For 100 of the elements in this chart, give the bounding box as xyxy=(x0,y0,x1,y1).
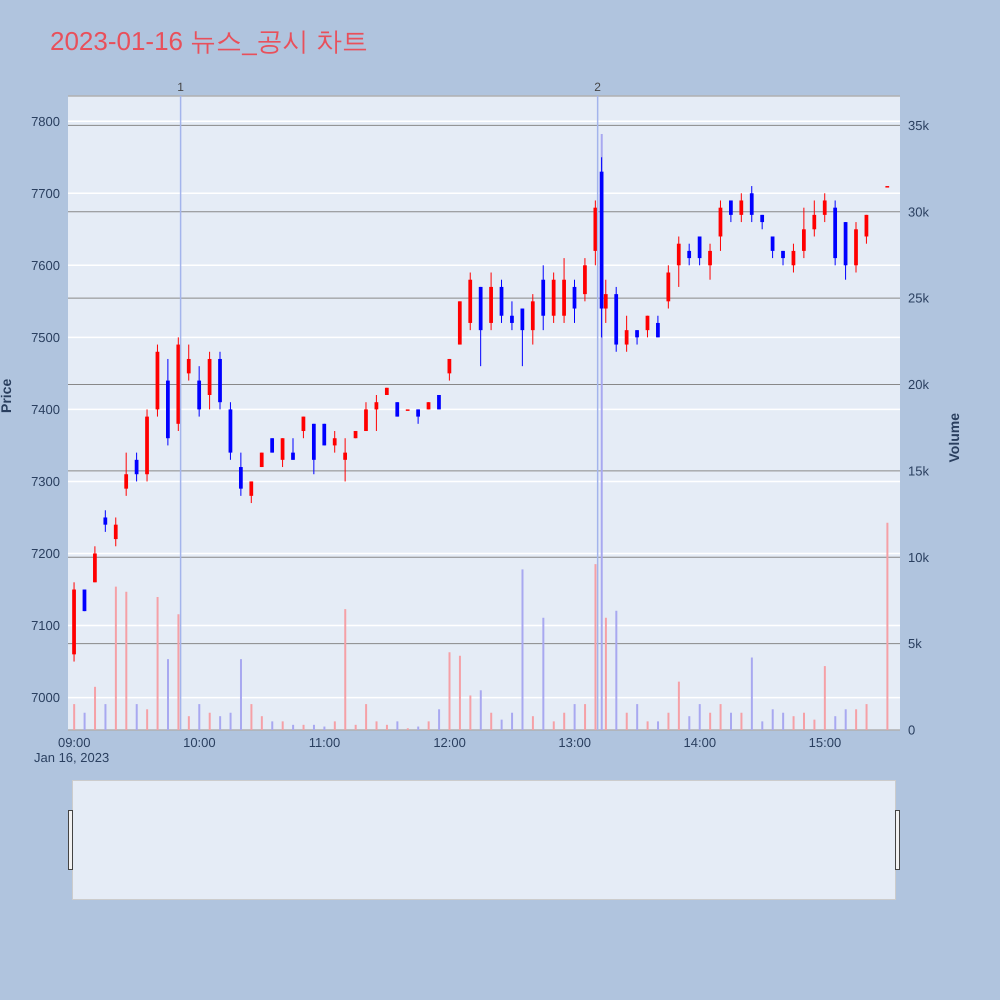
bar xyxy=(730,712,732,730)
candlestick xyxy=(698,236,702,266)
bar xyxy=(740,712,742,730)
bar xyxy=(688,716,690,730)
candlestick xyxy=(343,438,347,482)
candlestick xyxy=(134,452,138,482)
candlestick xyxy=(864,214,868,244)
bar xyxy=(219,716,222,730)
y2-tick-label: 10k xyxy=(908,550,930,565)
candlestick xyxy=(291,438,295,460)
bar xyxy=(104,704,106,730)
bar xyxy=(198,704,200,730)
bar xyxy=(626,712,628,730)
ref-line-label: 2 xyxy=(594,80,602,94)
candlestick xyxy=(82,589,86,612)
x-tick-label: 15:00 xyxy=(808,735,842,750)
bar xyxy=(292,724,294,730)
bar xyxy=(615,610,618,730)
candlestick xyxy=(635,330,639,346)
bar xyxy=(136,704,138,730)
bar xyxy=(84,712,86,730)
candlestick xyxy=(770,236,774,259)
bar xyxy=(386,724,388,730)
bar xyxy=(604,618,607,730)
y-tick-label: 7300 xyxy=(31,474,60,490)
bar xyxy=(761,721,764,730)
bar xyxy=(469,695,472,730)
bar xyxy=(114,586,117,730)
candlestick xyxy=(510,300,514,331)
y2-tick-label: 35k xyxy=(908,118,930,133)
y2-tick-label: 15k xyxy=(908,463,930,478)
bar xyxy=(594,564,596,730)
bar xyxy=(772,709,774,730)
bar xyxy=(844,709,847,730)
candlestick xyxy=(687,243,692,266)
candlestick xyxy=(364,402,368,432)
candlestick xyxy=(280,438,284,468)
bar xyxy=(886,522,888,730)
y-tick-label: 7200 xyxy=(31,546,60,562)
x-tick-label: 09:00 xyxy=(58,735,91,750)
y-axis-title: Price xyxy=(0,378,14,413)
candlestick xyxy=(448,358,452,382)
bar xyxy=(156,596,159,730)
bar xyxy=(302,724,305,730)
candlestick xyxy=(114,516,118,547)
bar xyxy=(146,709,148,730)
candlestick xyxy=(124,452,128,496)
bar xyxy=(125,592,128,730)
y-tick-label: 7100 xyxy=(31,618,60,634)
bar xyxy=(552,721,555,730)
bar xyxy=(312,724,315,730)
bar xyxy=(188,716,190,730)
candlestick xyxy=(416,408,420,424)
bar xyxy=(709,712,712,730)
candlestick xyxy=(374,394,378,432)
bar xyxy=(260,716,263,730)
bar xyxy=(271,721,274,730)
bar xyxy=(782,712,784,730)
bar xyxy=(855,709,858,730)
bar xyxy=(344,609,346,730)
x-tick-label: 12:00 xyxy=(433,735,466,750)
candlestick xyxy=(520,308,524,367)
candlestick xyxy=(792,243,796,274)
bar xyxy=(866,704,868,730)
y2-tick-label: 0 xyxy=(908,722,916,738)
bar xyxy=(458,656,461,730)
candlestick xyxy=(729,200,733,223)
bar xyxy=(813,720,816,730)
bar xyxy=(532,716,534,730)
bar xyxy=(230,712,232,730)
x-tick-label: 11:00 xyxy=(308,735,340,750)
candlestick xyxy=(260,452,264,468)
bar xyxy=(792,716,795,730)
candlestick xyxy=(781,250,785,266)
bar xyxy=(167,659,170,730)
candlestick xyxy=(395,402,400,418)
candlestick xyxy=(238,452,243,496)
bar xyxy=(323,726,326,730)
bar xyxy=(657,721,660,730)
bar xyxy=(396,721,398,730)
bar xyxy=(511,712,514,730)
bar xyxy=(438,709,440,730)
candlestick xyxy=(656,315,660,338)
bar xyxy=(636,704,638,730)
text: Jan 16, 2023 xyxy=(34,750,110,765)
bar xyxy=(417,726,420,730)
bar xyxy=(334,721,336,730)
y-tick-label: 7500 xyxy=(31,330,60,345)
bar xyxy=(94,686,96,730)
candlestick xyxy=(822,192,827,223)
candlestick xyxy=(249,480,254,504)
bar xyxy=(282,721,284,730)
bar xyxy=(584,704,586,730)
y2-tick-label: 5k xyxy=(908,636,922,652)
y-tick-label: 7600 xyxy=(31,258,60,273)
x-tick-label: 14:00 xyxy=(684,735,716,750)
y2-tick-label: 30k xyxy=(908,204,930,220)
bar xyxy=(750,657,753,730)
candlestick xyxy=(322,423,326,446)
candlestick xyxy=(802,207,806,259)
